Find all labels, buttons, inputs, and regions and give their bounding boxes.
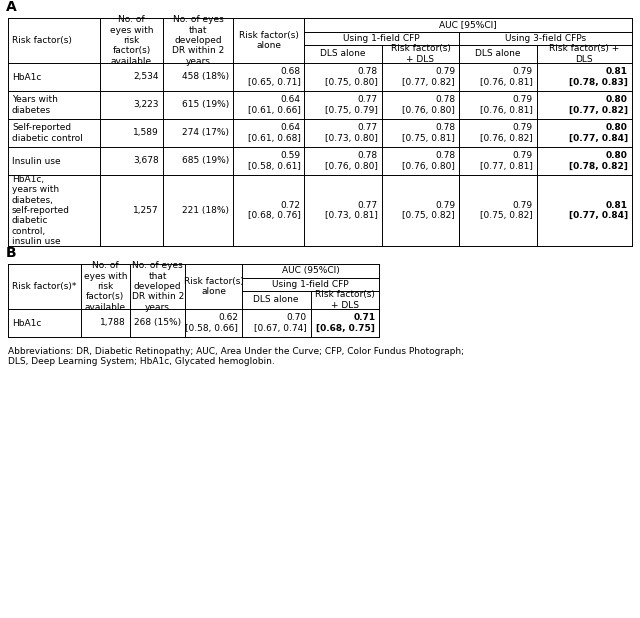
Text: Years with
diabetes: Years with diabetes: [12, 95, 58, 115]
Text: 0.79
[0.76, 0.82]: 0.79 [0.76, 0.82]: [480, 124, 532, 143]
Text: 0.64
[0.61, 0.66]: 0.64 [0.61, 0.66]: [248, 95, 300, 115]
Text: 0.79
[0.75, 0.82]: 0.79 [0.75, 0.82]: [403, 201, 455, 220]
Text: Risk factor(s)
+ DLS: Risk factor(s) + DLS: [315, 290, 375, 310]
Text: 268 (15%): 268 (15%): [134, 318, 182, 328]
Text: Risk factor(s)
+ DLS: Risk factor(s) + DLS: [390, 44, 451, 64]
Text: 0.68
[0.65, 0.71]: 0.68 [0.65, 0.71]: [248, 67, 300, 87]
Text: HbA1c: HbA1c: [12, 72, 42, 82]
Text: 0.79
[0.77, 0.82]: 0.79 [0.77, 0.82]: [403, 67, 455, 87]
Text: 2,534: 2,534: [133, 72, 159, 82]
Text: AUC (95%CI): AUC (95%CI): [282, 266, 339, 276]
Text: 458 (18%): 458 (18%): [182, 72, 229, 82]
Text: 0.64
[0.61, 0.68]: 0.64 [0.61, 0.68]: [248, 124, 300, 143]
Text: 0.80
[0.77, 0.82]: 0.80 [0.77, 0.82]: [569, 95, 628, 115]
Text: 0.78
[0.75, 0.81]: 0.78 [0.75, 0.81]: [403, 124, 455, 143]
Text: No. of
eyes with
risk
factor(s)
available: No. of eyes with risk factor(s) availabl…: [110, 15, 154, 66]
Text: No. of eyes
that
developed
DR within 2
years: No. of eyes that developed DR within 2 y…: [131, 261, 184, 312]
Text: 0.79
[0.75, 0.82]: 0.79 [0.75, 0.82]: [480, 201, 532, 220]
Text: DLS alone: DLS alone: [253, 295, 299, 305]
Text: DLS alone: DLS alone: [321, 49, 366, 59]
Text: 0.80
[0.77, 0.84]: 0.80 [0.77, 0.84]: [569, 124, 628, 143]
Text: Insulin use: Insulin use: [12, 156, 61, 166]
Text: 1,589: 1,589: [133, 129, 159, 137]
Text: 615 (19%): 615 (19%): [182, 101, 229, 109]
Text: AUC [95%CI]: AUC [95%CI]: [439, 20, 497, 30]
Text: 221 (18%): 221 (18%): [182, 206, 229, 215]
Text: A: A: [6, 0, 17, 14]
Text: 0.78
[0.75, 0.80]: 0.78 [0.75, 0.80]: [325, 67, 378, 87]
Text: 0.79
[0.77, 0.81]: 0.79 [0.77, 0.81]: [479, 151, 532, 171]
Text: 0.77
[0.73, 0.80]: 0.77 [0.73, 0.80]: [325, 124, 378, 143]
Text: Using 1-field CFP: Using 1-field CFP: [344, 34, 420, 43]
Text: 0.81
[0.78, 0.83]: 0.81 [0.78, 0.83]: [569, 67, 628, 87]
Text: Self-reported
diabetic control: Self-reported diabetic control: [12, 124, 83, 143]
Text: Using 3-field CFPs: Using 3-field CFPs: [505, 34, 586, 43]
Text: 3,223: 3,223: [133, 101, 159, 109]
Text: 0.79
[0.76, 0.81]: 0.79 [0.76, 0.81]: [479, 67, 532, 87]
Text: Risk factor(s)
alone: Risk factor(s) alone: [239, 31, 299, 50]
Text: B: B: [6, 246, 17, 260]
Text: HbA1c: HbA1c: [12, 318, 42, 328]
Text: DLS alone: DLS alone: [475, 49, 520, 59]
Text: 0.78
[0.76, 0.80]: 0.78 [0.76, 0.80]: [403, 151, 455, 171]
Text: 0.78
[0.76, 0.80]: 0.78 [0.76, 0.80]: [325, 151, 378, 171]
Text: 1,257: 1,257: [133, 206, 159, 215]
Text: 0.78
[0.76, 0.80]: 0.78 [0.76, 0.80]: [403, 95, 455, 115]
Text: Risk factor(s)
alone: Risk factor(s) alone: [184, 277, 244, 296]
Text: 1,788: 1,788: [100, 318, 126, 328]
Text: 0.72
[0.68, 0.76]: 0.72 [0.68, 0.76]: [248, 201, 300, 220]
Text: 0.70
[0.67, 0.74]: 0.70 [0.67, 0.74]: [254, 313, 307, 332]
Text: 0.77
[0.75, 0.79]: 0.77 [0.75, 0.79]: [325, 95, 378, 115]
Text: Using 1-field CFP: Using 1-field CFP: [272, 280, 349, 289]
Text: Risk factor(s) +
DLS: Risk factor(s) + DLS: [549, 44, 620, 64]
Text: 0.62
[0.58, 0.66]: 0.62 [0.58, 0.66]: [185, 313, 238, 332]
Text: 0.80
[0.78, 0.82]: 0.80 [0.78, 0.82]: [569, 151, 628, 171]
Text: 0.71
[0.68, 0.75]: 0.71 [0.68, 0.75]: [316, 313, 375, 332]
Text: Risk factor(s): Risk factor(s): [12, 36, 72, 45]
Text: 0.81
[0.77, 0.84]: 0.81 [0.77, 0.84]: [569, 201, 628, 220]
Text: Abbreviations: DR, Diabetic Retinopathy; AUC, Area Under the Curve; CFP, Color F: Abbreviations: DR, Diabetic Retinopathy;…: [8, 347, 464, 366]
Text: Risk factor(s)*: Risk factor(s)*: [12, 282, 76, 291]
Text: No. of eyes
that
developed
DR within 2
years: No. of eyes that developed DR within 2 y…: [172, 15, 224, 66]
Text: No. of
eyes with
risk
factor(s)
available: No. of eyes with risk factor(s) availabl…: [84, 261, 127, 312]
Text: 0.59
[0.58, 0.61]: 0.59 [0.58, 0.61]: [248, 151, 300, 171]
Text: 274 (17%): 274 (17%): [182, 129, 229, 137]
Text: 0.79
[0.76, 0.81]: 0.79 [0.76, 0.81]: [479, 95, 532, 115]
Text: 685 (19%): 685 (19%): [182, 156, 229, 166]
Text: 0.77
[0.73, 0.81]: 0.77 [0.73, 0.81]: [325, 201, 378, 220]
Text: HbA1c,
years with
diabetes,
self-reported
diabetic
control,
insulin use: HbA1c, years with diabetes, self-reporte…: [12, 175, 70, 246]
Text: 3,678: 3,678: [133, 156, 159, 166]
